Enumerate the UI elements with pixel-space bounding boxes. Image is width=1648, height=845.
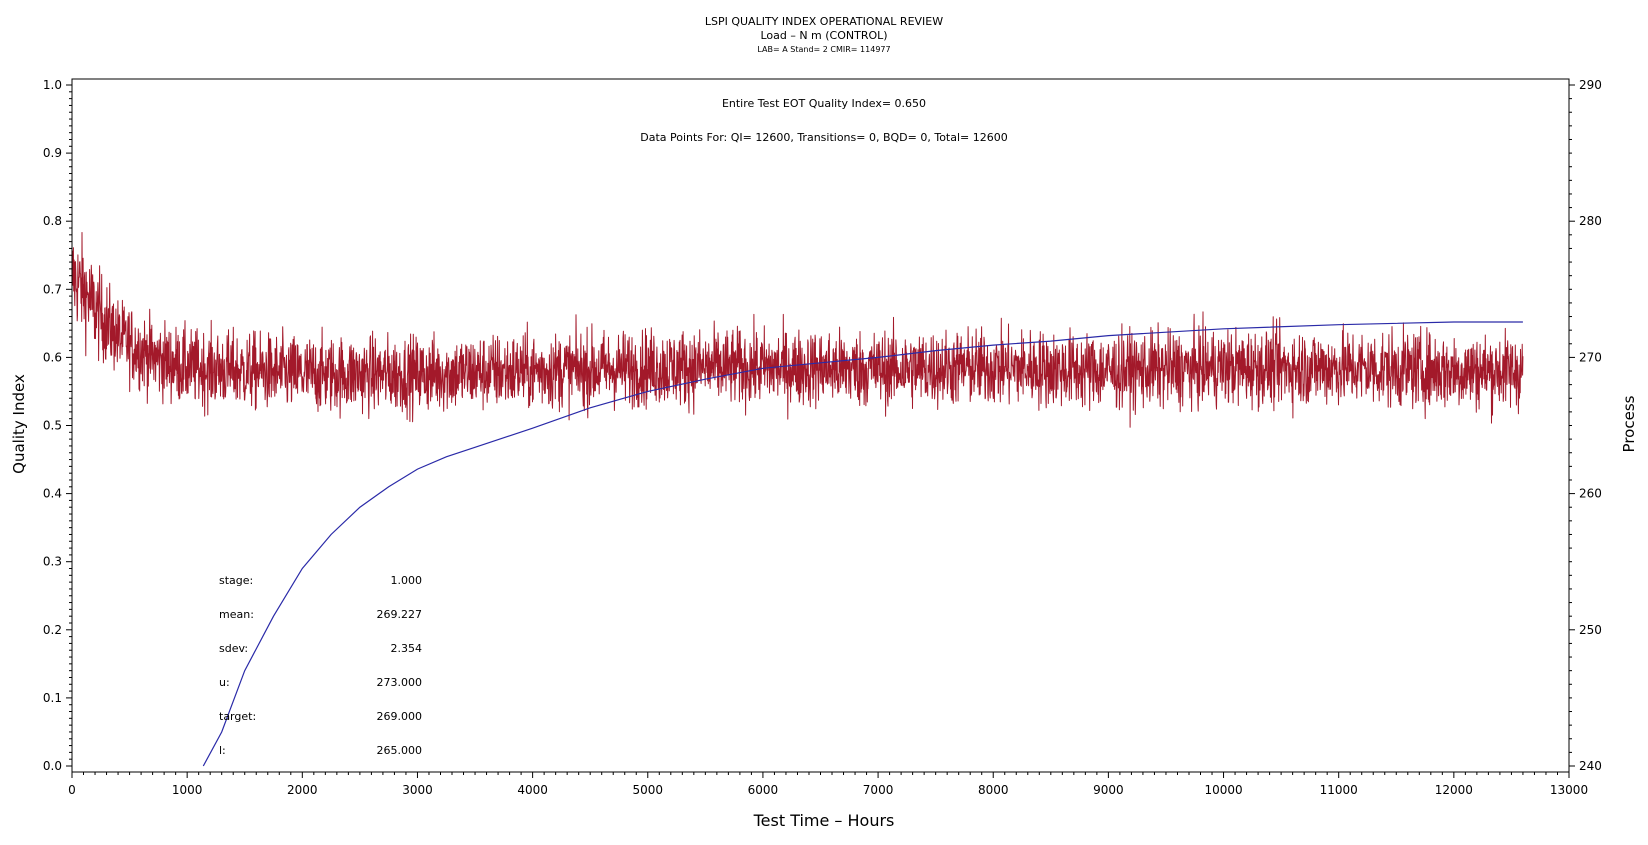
eot-quality-index: Entire Test EOT Quality Index= 0.650 (722, 97, 926, 110)
x-tick-label: 13000 (1550, 783, 1588, 797)
x-tick-label: 3000 (402, 783, 433, 797)
y-tick-label: 0.4 (43, 487, 62, 501)
x-tick-label: 12000 (1435, 783, 1473, 797)
data-points-summary: Data Points For: QI= 12600, Transitions=… (640, 131, 1008, 144)
y2-tick-label: 240 (1579, 759, 1602, 773)
y2-tick-label: 270 (1579, 350, 1602, 364)
stat-label: u: (219, 676, 230, 689)
chart-subtitle: Load – N m (CONTROL) (760, 29, 887, 42)
x-tick-label: 8000 (978, 783, 1009, 797)
x-tick-label: 2000 (287, 783, 318, 797)
stat-label: stage: (219, 574, 253, 587)
quality-index-series (71, 232, 1524, 428)
x-tick-label: 5000 (632, 783, 663, 797)
stat-value: 269.227 (377, 608, 423, 621)
axes: 0 1000 2000 3000 4000 5000 6000 7000 8000 9000 100… (43, 78, 1602, 797)
y-axis-title: Quality Index (10, 374, 28, 474)
x-axis-title: Test Time – Hours (753, 811, 895, 830)
x-tick-label: 7000 (863, 783, 894, 797)
y-tick-label: 0.1 (43, 691, 62, 705)
y-tick-label: 0.9 (43, 146, 62, 160)
y2-tick-label: 280 (1579, 214, 1602, 228)
stat-value: 2.354 (391, 642, 423, 655)
stat-label: sdev: (219, 642, 248, 655)
x-tick-label: 6000 (748, 783, 779, 797)
y-tick-label: 0.6 (43, 350, 62, 364)
plot-series (71, 232, 1524, 767)
y2-axis-title: Process (1620, 395, 1638, 452)
x-tick-label: 9000 (1093, 783, 1124, 797)
y-tick-label: 0.0 (43, 759, 62, 773)
y2-tick-label: 250 (1579, 623, 1602, 637)
y-tick-label: 1.0 (43, 78, 62, 92)
y-tick-label: 0.5 (43, 419, 62, 433)
stat-label: target: (219, 710, 256, 723)
stat-value: 1.000 (391, 574, 423, 587)
stat-value: 273.000 (377, 676, 423, 689)
y-tick-label: 0.7 (43, 282, 62, 296)
x-tick-label: 11000 (1320, 783, 1358, 797)
x-tick-label: 0 (68, 783, 76, 797)
x-tick-label: 1000 (172, 783, 203, 797)
y2-tick-label: 260 (1579, 487, 1602, 501)
process-series (202, 321, 1523, 767)
y-tick-label: 0.2 (43, 623, 62, 637)
x-tick-label: 4000 (517, 783, 548, 797)
y-tick-label: 0.3 (43, 555, 62, 569)
chart-title: LSPI QUALITY INDEX OPERATIONAL REVIEW (705, 15, 943, 28)
stat-label: mean: (219, 608, 254, 621)
stat-value: 265.000 (377, 744, 423, 757)
x-tick-label: 10000 (1204, 783, 1242, 797)
stat-label: l: (219, 744, 226, 757)
plot-frame (71, 78, 1570, 773)
y2-tick-label: 290 (1579, 78, 1602, 92)
stat-value: 269.000 (377, 710, 423, 723)
y-tick-label: 0.8 (43, 214, 62, 228)
chart-meta: LAB= A Stand= 2 CMIR= 114977 (757, 45, 890, 54)
stats-table: stage: 1.000 mean: 269.227 sdev: 2.354 u: 273.0… (219, 574, 422, 757)
